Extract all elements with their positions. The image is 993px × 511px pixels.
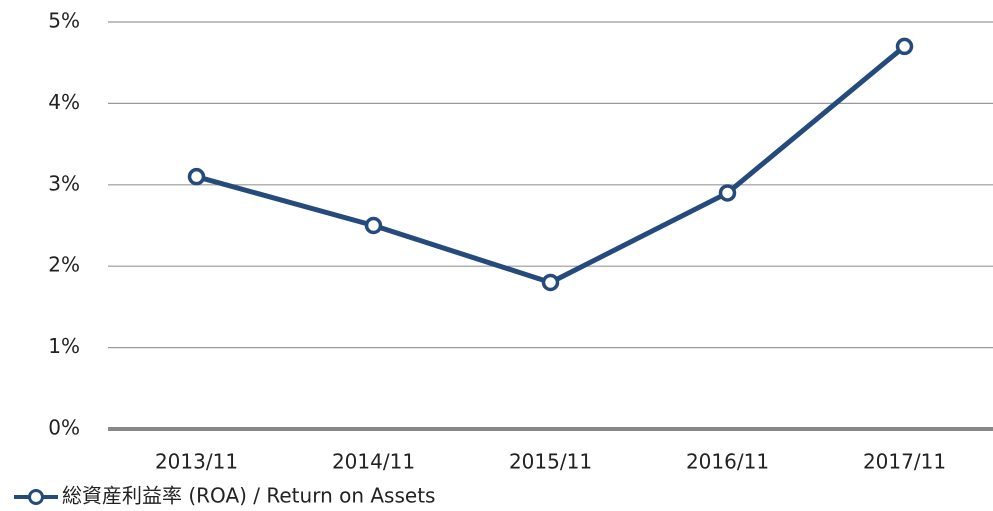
y-tick-label: 4% bbox=[48, 90, 80, 114]
y-tick-label: 1% bbox=[48, 334, 80, 358]
x-tick-label: 2015/11 bbox=[509, 450, 592, 474]
y-tick-label: 2% bbox=[48, 253, 80, 277]
point bbox=[718, 184, 737, 202]
x-tick-label: 2013/11 bbox=[155, 450, 238, 474]
y-tick-label: 5% bbox=[48, 9, 80, 33]
point bbox=[541, 273, 560, 292]
legend-marker bbox=[28, 489, 44, 505]
y-tick-label: 0% bbox=[48, 416, 80, 440]
y-tick-label: 3% bbox=[48, 171, 80, 195]
point bbox=[895, 37, 914, 56]
x-tick-label: 2017/11 bbox=[863, 450, 946, 474]
point bbox=[364, 216, 383, 235]
legend-label: 総資産利益率 (ROA) / Return on Assets bbox=[62, 484, 435, 508]
x-tick-label: 2016/11 bbox=[686, 450, 769, 474]
x-tick-label: 2014/11 bbox=[332, 450, 415, 474]
point bbox=[187, 167, 206, 186]
line bbox=[195, 44, 907, 285]
